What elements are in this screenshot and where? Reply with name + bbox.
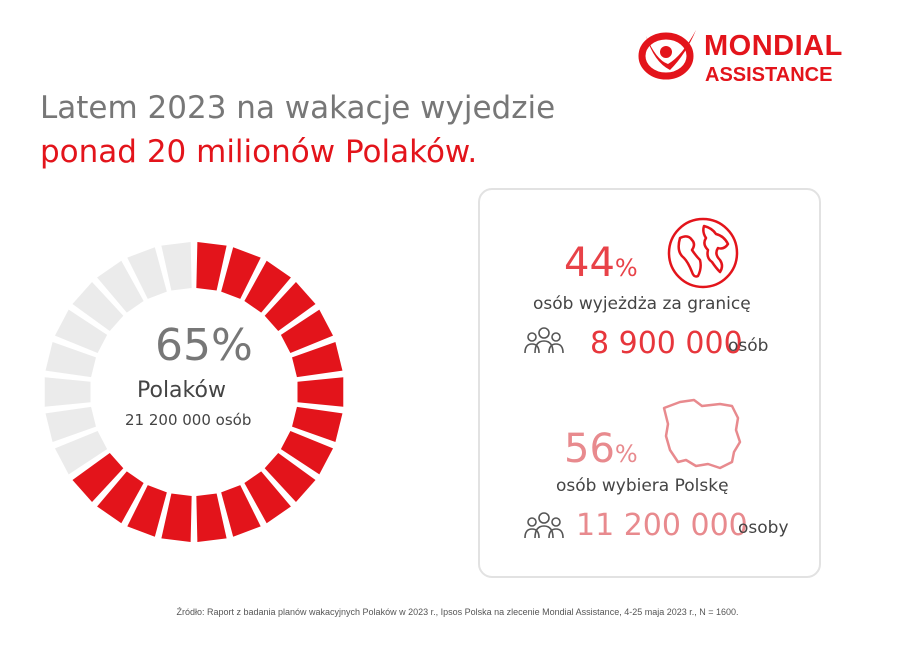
donut-segment-filled [292,341,343,378]
title-line-2: ponad 20 milionów Polaków. [40,134,478,170]
donut-segment-filled [244,260,291,313]
donut-segment-filled [280,431,334,475]
donut-segment-filled [297,377,344,407]
center-percentage: 65% [155,320,253,371]
donut-segment-empty [54,309,108,353]
donut-segment-empty [97,260,144,313]
logo-figure-icon [638,30,696,80]
center-label: Polaków [137,378,226,403]
donut-segment-filled [221,485,261,537]
poland-percentage: 56% [564,426,638,472]
donut-segment-filled [127,485,167,537]
abroad-label: osób wyjeżdża za granicę [533,294,751,314]
people-icon [524,512,564,539]
donut-segment-filled [161,493,192,542]
donut-chart [44,242,344,542]
donut-segment-empty [45,341,96,378]
donut-segment-filled [280,309,334,353]
donut-segment-filled [196,493,227,542]
donut-segment-filled [264,452,316,503]
abroad-percentage: 44% [564,240,638,286]
donut-segment-filled [72,452,124,503]
logo-line-2: ASSISTANCE [705,64,833,86]
poland-unit: osoby [738,518,789,538]
stats-card: 44% osób wyjeżdża za granicę 8 900 000 o… [478,188,821,578]
donut-segment-empty [45,406,96,443]
poland-count: 11 200 000 [576,508,748,543]
donut-segment-empty [127,247,167,299]
donut-segment-empty [54,431,108,475]
donut-segment-empty [161,242,192,291]
donut-segment-filled [264,281,316,332]
center-count: 21 200 000 osób [125,411,252,429]
donut-segment-filled [221,247,261,299]
abroad-count: 8 900 000 [590,326,743,361]
title-line-1: Latem 2023 na wakacje wyjedzie [40,90,556,126]
abroad-unit: osób [728,336,769,356]
donut-segment-filled [97,471,144,524]
donut-segment-filled [196,242,227,291]
people-icon [524,327,564,354]
donut-segment-empty [72,281,124,332]
logo-line-1: MONDIAL [704,30,843,62]
poland-map-icon [662,398,742,470]
page-title: Latem 2023 na wakacje wyjedzie ponad 20 … [40,86,555,174]
mondial-assistance-logo: MONDIAL ASSISTANCE [636,24,886,94]
donut-segment-filled [292,406,343,443]
donut-segment-empty [44,377,91,407]
source-note: Źródło: Raport z badania planów wakacyjn… [176,607,739,617]
globe-icon [667,217,739,289]
poland-label: osób wybiera Polskę [556,476,729,496]
donut-segment-filled [244,471,291,524]
